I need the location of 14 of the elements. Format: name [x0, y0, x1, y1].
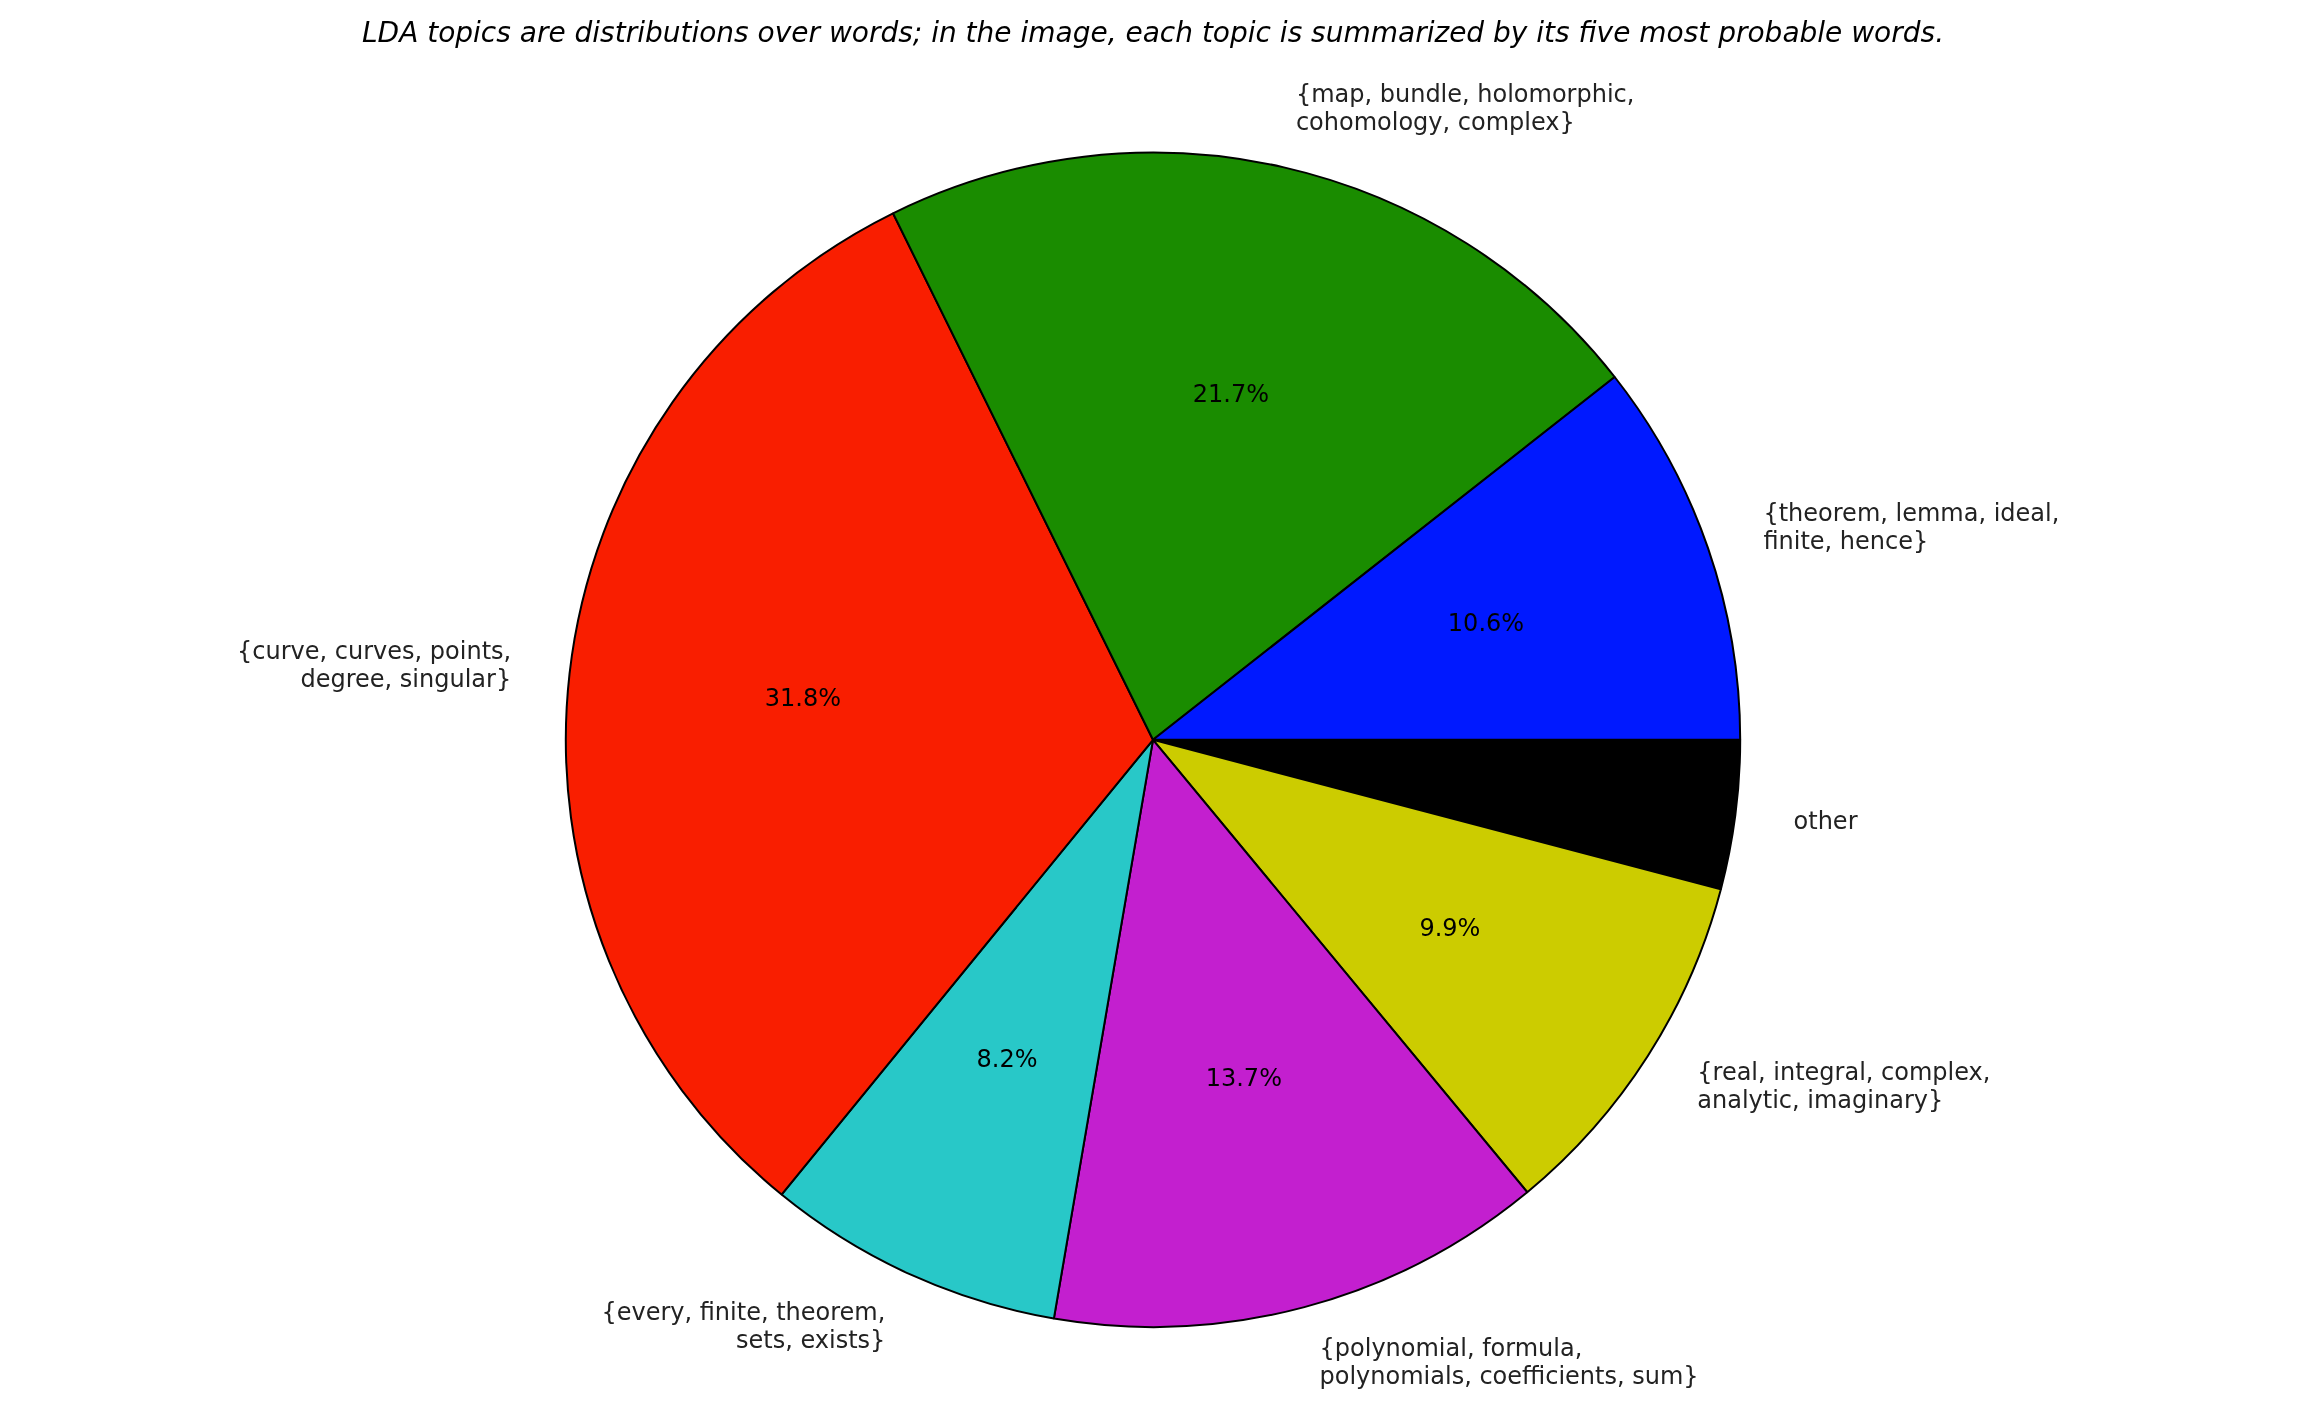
slice-label: {theorem, lemma, ideal, finite, hence} — [1763, 498, 2060, 555]
slice-label: {every, finite, theorem, sets, exists} — [601, 1297, 886, 1354]
data-label: 31.8% — [764, 684, 842, 713]
data-label: 9.9% — [1419, 913, 1481, 942]
data-label: 21.7% — [1192, 380, 1270, 409]
data-label: 10.6% — [1447, 608, 1525, 637]
slice-label: {polynomial, formula, polynomials, coefficients, sum} — [1319, 1334, 1699, 1391]
data-label: 13.7% — [1205, 1064, 1282, 1093]
slice-label: {map, bundle, holomorphic, cohomology, complex} — [1295, 80, 1635, 137]
data-label: 8.2% — [976, 1044, 1038, 1073]
chart-title: LDA topics are distributions over words; in the image, each topic is summarized by its five most probable words. — [361, 16, 1945, 50]
slice-label: {real, integral, complex, analytic, imaginary} — [1697, 1057, 1991, 1114]
slice-label: other — [1793, 807, 1858, 835]
slice-label: {curve, curves, points, degree, singular} — [237, 637, 512, 694]
